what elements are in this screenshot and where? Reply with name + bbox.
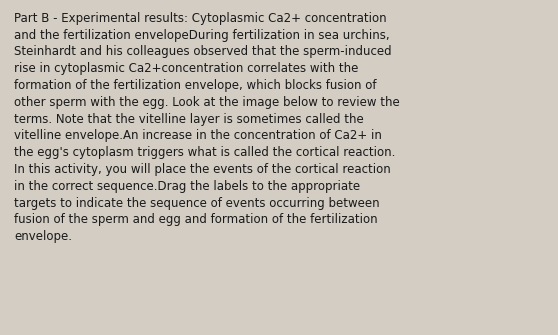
Text: Part B - Experimental results: Cytoplasmic Ca2+ concentration
and the fertilizat: Part B - Experimental results: Cytoplasm… xyxy=(14,12,400,243)
